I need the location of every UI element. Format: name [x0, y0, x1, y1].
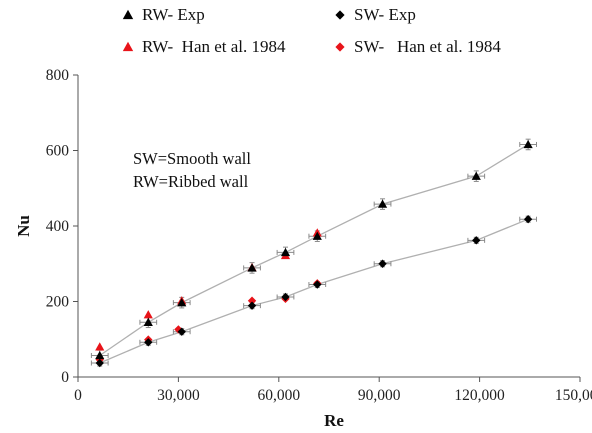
- trend-line: [99, 218, 529, 364]
- y-tick-label: 800: [46, 67, 70, 84]
- point-rw-exp: [280, 247, 291, 257]
- point-sw-exp: [247, 301, 257, 310]
- point-rw-exp: [177, 298, 187, 307]
- point-rw-exp: [95, 350, 105, 360]
- x-tick-label: 30,000: [157, 387, 200, 404]
- x-tick-label: 90,000: [358, 387, 401, 404]
- x-tick-label: 0: [74, 387, 82, 404]
- point-sw-exp: [378, 259, 387, 268]
- legend-label: RW- Han et al. 1984: [142, 37, 286, 56]
- y-tick-label: 400: [46, 218, 70, 235]
- y-tick-label: 200: [46, 294, 70, 311]
- legend-marker: [122, 41, 134, 52]
- x-axis-title: Re: [324, 411, 344, 430]
- chart-annotations: SW=Smooth wall RW=Ribbed wall: [133, 149, 251, 191]
- point-sw-exp: [472, 236, 481, 245]
- legend-label: RW- Exp: [142, 5, 205, 24]
- axes: 0 200 400 600 800 0 30,000 60,000 90,000 120,000 1…: [14, 67, 592, 430]
- point-sw-exp: [95, 358, 104, 368]
- point-sw-exp: [523, 215, 533, 224]
- point-sw-exp: [313, 280, 322, 289]
- legend-marker: [122, 9, 134, 20]
- point-rw-han-et-al-1984: [143, 310, 153, 319]
- legend: RW- Exp SW- Exp RW- Han et al. 1984 SW- Han…: [122, 5, 501, 56]
- point-sw-exp: [281, 292, 290, 302]
- point-sw-exp: [144, 338, 153, 347]
- point-rw-exp: [143, 317, 153, 326]
- legend-marker: [335, 42, 345, 52]
- point-rw-exp: [377, 199, 388, 208]
- point-sw-exp: [177, 327, 186, 336]
- y-tick-label: 0: [61, 369, 69, 386]
- legend-label: SW- Exp: [354, 5, 416, 24]
- point-rw-exp: [312, 231, 322, 240]
- annotation-text: SW=Smooth wall: [133, 149, 251, 168]
- x-tick-label: 120,000: [454, 387, 505, 404]
- data-points: [95, 139, 533, 368]
- y-tick-label: 600: [46, 143, 70, 160]
- y-axis-title: Nu: [14, 215, 33, 237]
- point-sw-han-et-al-1984: [247, 296, 257, 305]
- legend-label: SW- Han et al. 1984: [354, 37, 501, 56]
- x-tick-label: 150,000: [555, 387, 592, 404]
- point-rw-exp: [247, 263, 257, 272]
- x-tick-label: 60,000: [257, 387, 300, 404]
- legend-marker: [335, 10, 345, 20]
- annotation-text: RW=Ribbed wall: [133, 172, 249, 191]
- point-rw-exp: [471, 171, 481, 180]
- point-rw-exp: [523, 139, 533, 149]
- point-rw-han-et-al-1984: [95, 342, 105, 351]
